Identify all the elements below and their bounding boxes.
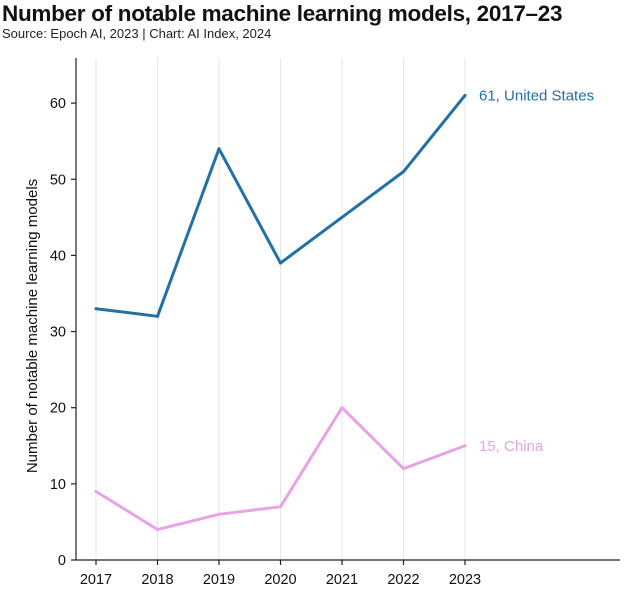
data-point-china [217,512,221,516]
x-tick-label: 2017 [80,572,112,588]
axes [71,58,620,565]
y-tick-label: 40 [50,248,66,264]
y-tick-label: 20 [50,401,66,417]
series-lines [94,93,467,532]
data-point-china [156,528,159,532]
x-tick-label: 2023 [449,572,481,588]
y-tick-label: 60 [50,96,66,112]
data-point-united-states [94,307,98,311]
data-point-united-states [217,147,221,151]
x-tick-label: 2020 [264,572,296,588]
y-tick-label: 0 [58,553,66,569]
x-tick-label: 2018 [141,572,173,588]
x-tick-label: 2019 [203,572,235,588]
data-point-united-states [340,215,344,219]
y-tick-label: 10 [50,477,66,493]
data-point-china [340,406,344,410]
end-labels: 61, United States 15, China [479,87,594,454]
end-label-china: 15, China [479,438,544,455]
data-point-china [463,444,467,448]
data-point-china [94,489,98,493]
x-tick-labels: 2017 2018 2019 2020 2021 2022 2023 [80,572,481,588]
end-label-united-states: 61, United States [479,87,594,104]
data-point-united-states [463,93,467,97]
x-tick-label: 2022 [387,572,419,588]
vertical-gridlines [95,58,466,560]
chart-title: Number of notable machine learning model… [2,1,563,26]
y-tick-label: 30 [50,325,66,341]
data-point-united-states [279,261,282,265]
y-tick-label: 50 [50,172,66,188]
x-tick-label: 2021 [326,572,358,588]
y-axis-title: Number of notable machine learning model… [24,179,41,473]
data-point-united-states [156,314,159,318]
y-tick-labels: 0 10 20 30 40 50 60 [50,96,66,569]
chart-source: Source: Epoch AI, 2023 | Chart: AI Index… [2,26,272,41]
data-point-united-states [402,170,405,174]
data-point-china [279,505,282,509]
data-point-china [402,467,405,471]
